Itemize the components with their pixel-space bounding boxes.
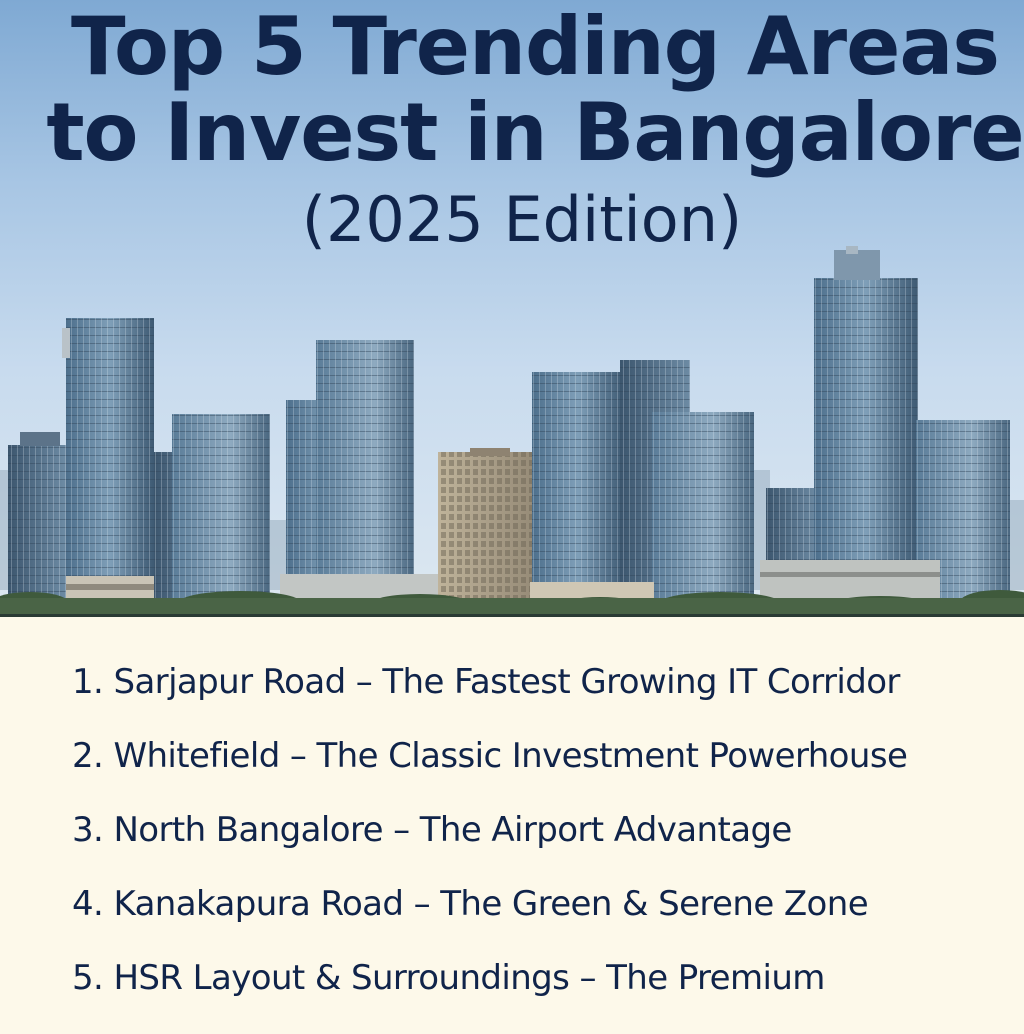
item-text: Whitefield – The Classic Investment Powe…: [113, 736, 908, 776]
title-line-2: to Invest in Bangalore: [46, 86, 1024, 179]
title-line-1: Top 5 Trending Areas: [71, 0, 1000, 93]
section-divider: [0, 614, 1024, 617]
item-text: Sarjapur Road – The Fastest Growing IT C…: [113, 662, 900, 702]
list-item: 3. North Bangalore – The Airport Advanta…: [72, 812, 1012, 848]
list-item: 2. Whitefield – The Classic Investment P…: [72, 738, 1012, 774]
item-number: 1.: [72, 662, 104, 702]
list-item: 4. Kanakapura Road – The Green & Serene …: [72, 886, 1012, 922]
edition-label: (2025 Edition): [301, 183, 743, 256]
item-number: 3.: [72, 810, 104, 850]
list-item: 5. HSR Layout & Surroundings – The Premi…: [72, 960, 1012, 996]
item-text: HSR Layout & Surroundings – The Premium: [113, 958, 825, 998]
list-item: 1. Sarjapur Road – The Fastest Growing I…: [72, 664, 1012, 700]
item-number: 5.: [72, 958, 104, 998]
item-text: Kanakapura Road – The Green & Serene Zon…: [113, 884, 869, 924]
city-skyline: [0, 246, 1024, 616]
page-title: Top 5 Trending Areas to Invest in Bangal…: [0, 4, 1024, 258]
item-number: 2.: [72, 736, 104, 776]
hero-image: Top 5 Trending Areas to Invest in Bangal…: [0, 0, 1024, 616]
item-text: North Bangalore – The Airport Advantage: [113, 810, 792, 850]
areas-list: 1. Sarjapur Road – The Fastest Growing I…: [72, 664, 1012, 1034]
item-number: 4.: [72, 884, 104, 924]
